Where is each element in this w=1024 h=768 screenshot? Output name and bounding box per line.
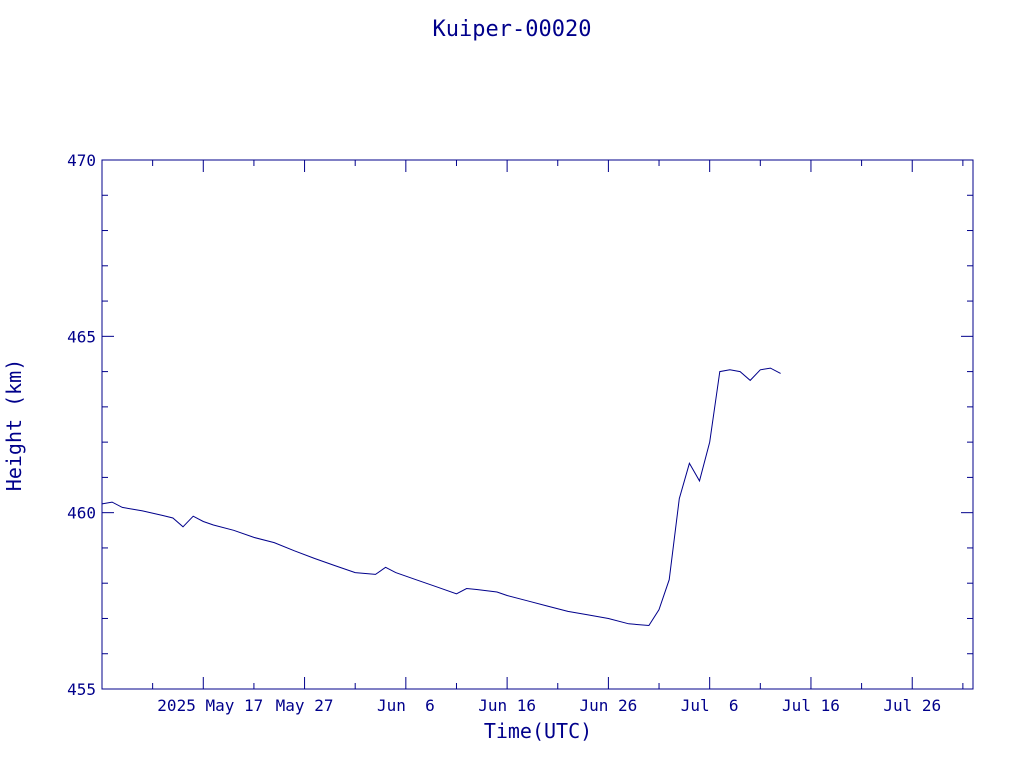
x-tick-label: Jul 16 (782, 696, 840, 715)
y-tick-label: 455 (67, 680, 96, 699)
chart-title: Kuiper-00020 (433, 17, 592, 42)
axis-ticks (101, 159, 973, 690)
x-axis-title: Time(UTC) (484, 719, 592, 743)
x-tick-label: Jun 6 (377, 696, 435, 715)
x-tick-label: Jun 26 (579, 696, 637, 715)
x-tick-label: Jul 26 (883, 696, 941, 715)
series-line (101, 367, 781, 627)
y-tick-label: 470 (67, 151, 96, 170)
x-tick-label: Jun 16 (478, 696, 536, 715)
y-tick-label: 465 (67, 327, 96, 346)
axis-tick-labels: 455 460 465 470 2025 May 17 May 27 Jun 6 Jun 16… (67, 151, 941, 715)
plot-border (101, 159, 974, 690)
x-tick-label: 2025 May 17 (157, 696, 263, 715)
y-tick-label: 460 (67, 504, 96, 523)
y-axis-title: Height (km) (2, 359, 26, 491)
x-tick-label: Jul 6 (681, 696, 739, 715)
plot-frame (101, 159, 974, 690)
x-tick-label: May 27 (276, 696, 334, 715)
